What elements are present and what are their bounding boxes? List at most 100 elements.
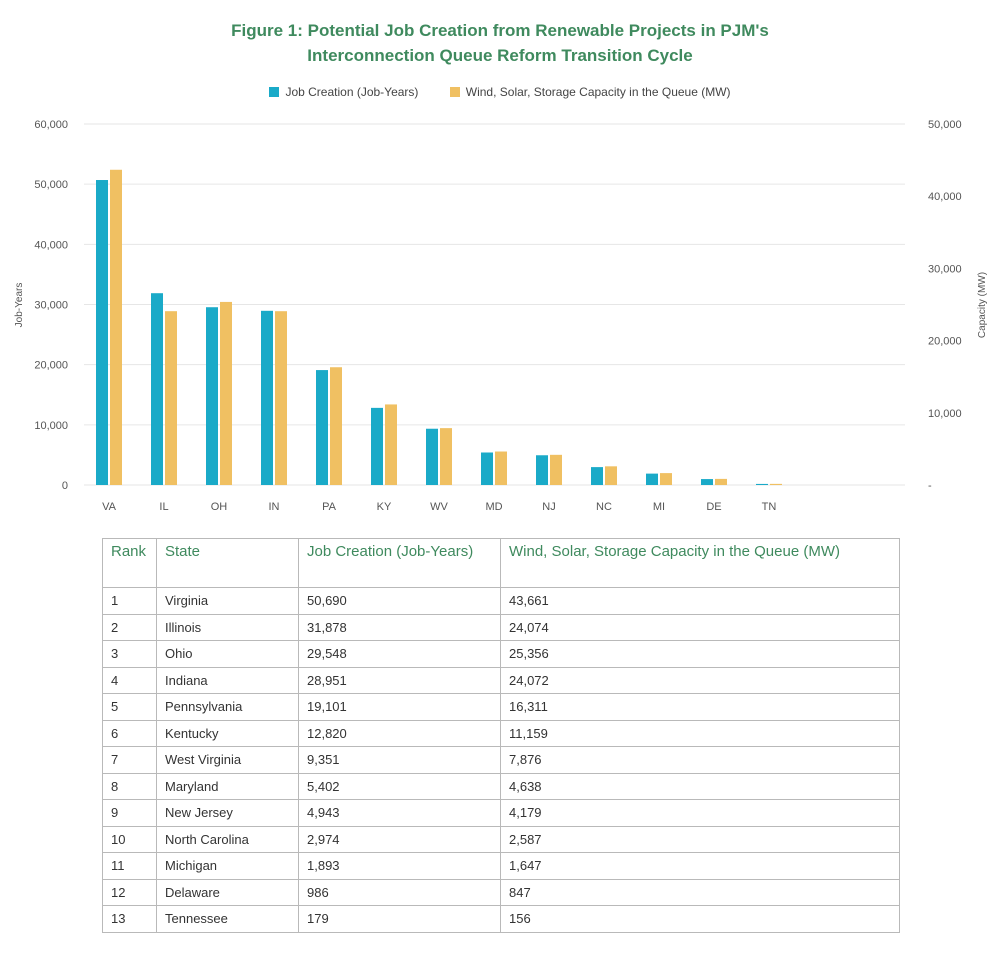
bar-jobs-pa bbox=[316, 370, 328, 485]
bar-capacity-in bbox=[275, 311, 287, 485]
bar-jobs-ky bbox=[371, 407, 383, 485]
table-row: 10 North Carolina 2,974 2,587 bbox=[102, 825, 900, 853]
cell-rank: 11 bbox=[102, 852, 157, 880]
left-tick-label: 50,000 bbox=[34, 179, 68, 191]
bar-capacity-mi bbox=[660, 473, 672, 485]
cell-rank: 1 bbox=[102, 587, 157, 615]
cell-capacity: 24,072 bbox=[500, 666, 900, 694]
cell-rank: 10 bbox=[102, 825, 157, 853]
cell-job-creation: 50,690 bbox=[298, 587, 501, 615]
bar-capacity-pa bbox=[330, 367, 342, 485]
category-label: MD bbox=[485, 501, 502, 513]
cell-capacity: 7,876 bbox=[500, 746, 900, 774]
cell-state: Virginia bbox=[156, 587, 299, 615]
cell-capacity: 847 bbox=[500, 878, 900, 906]
cell-job-creation: 4,943 bbox=[298, 799, 501, 827]
cell-state: Delaware bbox=[156, 878, 299, 906]
category-label: VA bbox=[102, 501, 117, 513]
table-row: 3 Ohio 29,548 25,356 bbox=[102, 640, 900, 668]
left-tick-label: 40,000 bbox=[34, 239, 68, 251]
bar-jobs-de bbox=[701, 479, 713, 485]
cell-rank: 8 bbox=[102, 772, 157, 800]
category-label: DE bbox=[706, 501, 721, 513]
left-axis-title: Job-Years bbox=[14, 283, 25, 328]
category-label: KY bbox=[377, 501, 392, 513]
cell-state: Tennessee bbox=[156, 905, 299, 933]
bar-capacity-ky bbox=[385, 404, 397, 485]
chart-legend: Job Creation (Job-Years) Wind, Solar, St… bbox=[0, 85, 1000, 100]
category-label: PA bbox=[322, 501, 337, 513]
right-tick-label: 40,000 bbox=[928, 191, 962, 203]
bar-capacity-tn bbox=[770, 483, 782, 485]
category-label: TN bbox=[762, 501, 777, 513]
right-axis-title: Capacity (MW) bbox=[977, 272, 988, 338]
table-row: 13 Tennessee 179 156 bbox=[102, 905, 900, 933]
category-label: WV bbox=[430, 501, 448, 513]
header-state: State bbox=[156, 538, 299, 588]
chart-title: Figure 1: Potential Job Creation from Re… bbox=[0, 18, 1000, 68]
cell-job-creation: 12,820 bbox=[298, 719, 501, 747]
cell-job-creation: 19,101 bbox=[298, 693, 501, 721]
cell-job-creation: 29,548 bbox=[298, 640, 501, 668]
cell-capacity: 16,311 bbox=[500, 693, 900, 721]
cell-rank: 13 bbox=[102, 905, 157, 933]
bar-jobs-md bbox=[481, 452, 493, 485]
table-row: 4 Indiana 28,951 24,072 bbox=[102, 666, 900, 694]
chart-title-line-2: Interconnection Queue Reform Transition … bbox=[307, 46, 693, 65]
left-axis-ticks: 0 10,000 20,000 30,000 40,000 50,000 60,000 bbox=[34, 119, 68, 492]
bar-jobs-va bbox=[96, 180, 108, 485]
legend-item-capacity: Wind, Solar, Storage Capacity in the Que… bbox=[449, 85, 731, 99]
category-label: MI bbox=[653, 501, 665, 513]
cell-capacity: 2,587 bbox=[500, 825, 900, 853]
cell-job-creation: 31,878 bbox=[298, 613, 501, 641]
bar-jobs-il bbox=[151, 293, 163, 485]
cell-state: North Carolina bbox=[156, 825, 299, 853]
cell-job-creation: 986 bbox=[298, 878, 501, 906]
cell-capacity: 4,638 bbox=[500, 772, 900, 800]
legend-label-jobs: Job Creation (Job-Years) bbox=[285, 85, 419, 99]
cell-state: Indiana bbox=[156, 666, 299, 694]
table-row: 9 New Jersey 4,943 4,179 bbox=[102, 799, 900, 827]
bar-chart: 0 10,000 20,000 30,000 40,000 50,000 60,000 - 1… bbox=[14, 119, 988, 513]
cell-job-creation: 1,893 bbox=[298, 852, 501, 880]
table-header-row: Rank State Job Creation (Job-Years) Wind… bbox=[102, 538, 900, 588]
cell-capacity: 4,179 bbox=[500, 799, 900, 827]
cell-state: Illinois bbox=[156, 613, 299, 641]
bar-capacity-nc bbox=[605, 466, 617, 485]
cell-capacity: 24,074 bbox=[500, 613, 900, 641]
bar-capacity-va bbox=[110, 169, 122, 485]
legend-swatch-capacity bbox=[449, 87, 460, 97]
left-tick-label: 30,000 bbox=[34, 300, 68, 312]
bar-jobs-tn bbox=[756, 483, 768, 485]
table-row: 6 Kentucky 12,820 11,159 bbox=[102, 719, 900, 747]
table-row: 7 West Virginia 9,351 7,876 bbox=[102, 746, 900, 774]
right-tick-label: 30,000 bbox=[928, 263, 962, 275]
cell-state: Maryland bbox=[156, 772, 299, 800]
right-tick-label: - bbox=[928, 480, 932, 492]
header-job-creation: Job Creation (Job-Years) bbox=[298, 538, 501, 588]
cell-rank: 7 bbox=[102, 746, 157, 774]
cell-state: Michigan bbox=[156, 852, 299, 880]
table-row: 2 Illinois 31,878 24,074 bbox=[102, 613, 900, 641]
bar-capacity-il bbox=[165, 311, 177, 485]
cell-capacity: 11,159 bbox=[500, 719, 900, 747]
cell-job-creation: 9,351 bbox=[298, 746, 501, 774]
cell-rank: 6 bbox=[102, 719, 157, 747]
cell-rank: 12 bbox=[102, 878, 157, 906]
right-axis-ticks: - 10,000 20,000 30,000 40,000 50,000 bbox=[928, 119, 962, 492]
bar-jobs-nj bbox=[536, 455, 548, 485]
cell-state: West Virginia bbox=[156, 746, 299, 774]
header-rank: Rank bbox=[102, 538, 157, 588]
category-labels: VA IL OH IN PA KY WV MD NJ NC MI DE TN bbox=[102, 501, 776, 513]
bar-capacity-wv bbox=[440, 428, 452, 485]
cell-rank: 5 bbox=[102, 693, 157, 721]
bar-jobs-nc bbox=[591, 467, 603, 485]
category-label: NC bbox=[596, 501, 612, 513]
bar-capacity-oh bbox=[220, 301, 232, 485]
cell-rank: 2 bbox=[102, 613, 157, 641]
left-tick-label: 0 bbox=[62, 480, 68, 492]
left-tick-label: 20,000 bbox=[34, 360, 68, 372]
table-body: 1 Virginia 50,690 43,661 2 Illinois 31,878 24,0… bbox=[102, 587, 900, 933]
cell-rank: 9 bbox=[102, 799, 157, 827]
table-row: 12 Delaware 986 847 bbox=[102, 878, 900, 906]
